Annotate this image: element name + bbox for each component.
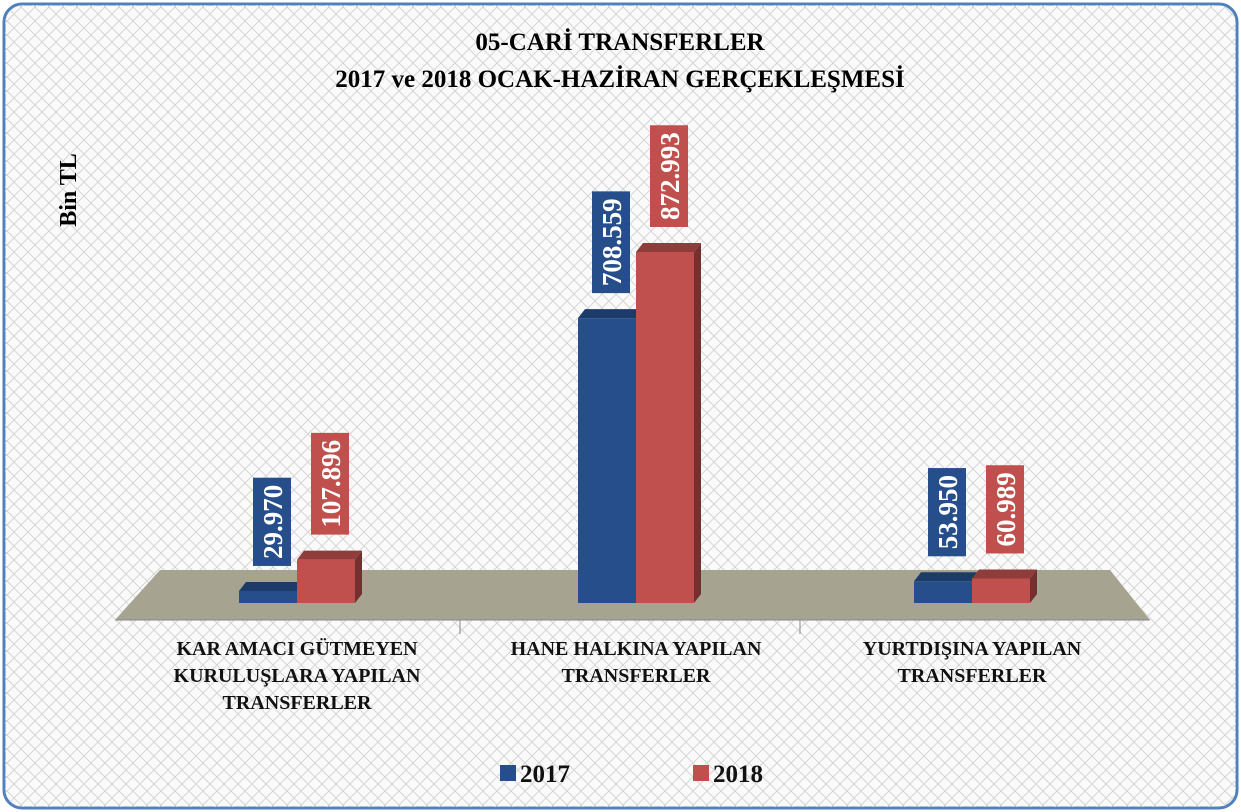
bar-side (694, 243, 701, 603)
data-label-text: 872.993 (655, 132, 685, 220)
bar (636, 252, 694, 603)
bar (239, 590, 297, 603)
legend-swatch (500, 765, 516, 781)
legend-label: 2017 (520, 761, 570, 788)
data-label: 60.989 (986, 465, 1024, 554)
data-label: 708.559 (592, 191, 630, 294)
data-label-box (928, 468, 966, 557)
bar (297, 559, 355, 603)
data-label: 53.950 (928, 468, 966, 557)
x-tick-label: HANE HALKINA YAPILAN TRANSFERLER (510, 638, 762, 687)
bar (914, 581, 972, 603)
bar-side (355, 550, 362, 603)
bar-top (914, 572, 979, 582)
bar-top (239, 581, 304, 591)
data-label-box (592, 191, 630, 294)
data-label-box (986, 465, 1024, 554)
bar-top (578, 309, 643, 319)
bar-top (636, 243, 701, 252)
data-label-text: 53.950 (933, 475, 963, 549)
legend-label: 2018 (713, 761, 763, 788)
data-label-box (253, 477, 291, 566)
bar (578, 318, 636, 603)
data-label: 29.970 (253, 477, 291, 566)
data-label: 107.896 (311, 432, 349, 535)
data-label: 872.993 (650, 125, 688, 227)
data-label-text: 29.970 (258, 485, 288, 559)
bar-top (972, 569, 1037, 579)
data-label-text: 107.896 (316, 440, 346, 528)
data-label-text: 60.989 (991, 472, 1021, 546)
chart-subtitle: 2017 ve 2018 OCAK-HAZİRAN GERÇEKLEŞMESİ (335, 65, 905, 93)
bar (972, 578, 1030, 603)
x-tick-label: KAR AMACI GÜTMEYEN KURULUŞLARA YAPILAN T… (173, 638, 421, 714)
bar-side (1030, 569, 1037, 603)
data-label-text: 708.559 (597, 198, 627, 286)
x-tick-label: YURTDIŞINA YAPILAN TRANSFERLER (862, 638, 1082, 687)
bar-top (297, 550, 362, 560)
data-label-box (650, 125, 688, 227)
legend-swatch (693, 765, 709, 781)
y-axis-label: Bin TL (56, 153, 82, 227)
data-label-box (311, 432, 349, 535)
chart-title: 05-CARİ TRANSFERLER (475, 28, 765, 56)
